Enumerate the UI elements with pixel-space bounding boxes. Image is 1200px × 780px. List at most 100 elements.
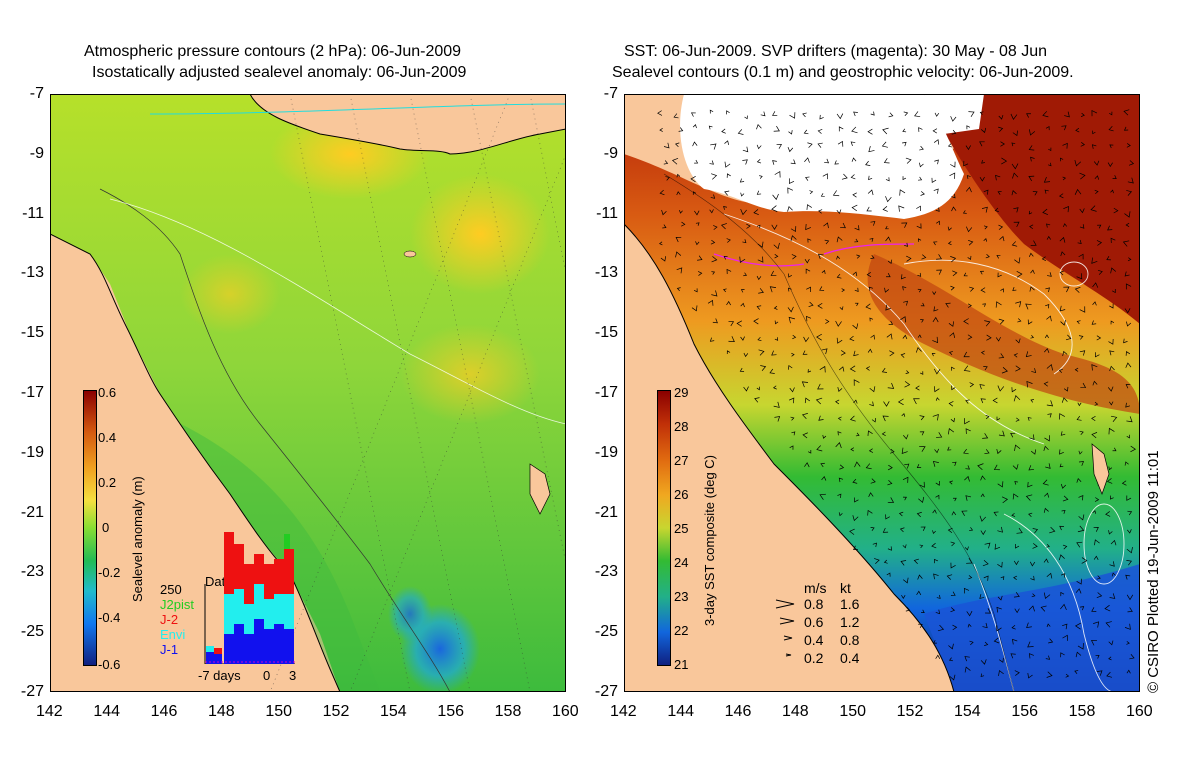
velocity-arrow	[1012, 286, 1017, 291]
velocity-arrow	[902, 141, 907, 147]
velocity-arrow	[1075, 588, 1082, 594]
velocity-arrow	[984, 641, 989, 646]
right-x-tick: 152	[896, 703, 924, 720]
velocity-arrow	[1029, 561, 1036, 567]
velocity-arrow	[965, 495, 972, 501]
velocity-legend-arrows	[775, 599, 795, 657]
velocity-arrow	[963, 448, 969, 455]
velocity-arrow	[966, 226, 973, 233]
velocity-arrow	[1027, 481, 1033, 488]
velocity-arrow	[726, 350, 731, 355]
velocity-arrow	[789, 397, 795, 404]
velocity-arrow	[1126, 416, 1133, 423]
left-y-tick: -7	[29, 85, 44, 102]
velocity-arrow	[881, 367, 888, 373]
velocity-arrow	[949, 480, 953, 485]
velocity-arrow	[804, 462, 810, 468]
velocity-arrow	[819, 286, 825, 291]
legend-j1: J-1	[160, 642, 179, 657]
velocity-arrow	[1010, 113, 1018, 120]
velocity-arrow	[1076, 541, 1083, 548]
velocity-arrow	[866, 272, 872, 277]
velocity-arrow	[1045, 303, 1050, 309]
velocity-arrow	[902, 334, 908, 340]
velocity-arrow	[887, 480, 893, 486]
right-y-tick: -17	[594, 384, 618, 401]
velocity-arrow	[920, 319, 924, 323]
velocity-arrow	[936, 220, 941, 225]
velocity-arrow	[676, 173, 681, 178]
velocity-arrow	[850, 174, 856, 180]
velocity-arrow	[1046, 223, 1051, 228]
velocity-arrow	[1107, 162, 1113, 168]
velocity-arrow	[772, 160, 777, 165]
velocity-arrow	[992, 397, 998, 404]
velocity-arrow	[1124, 308, 1131, 314]
velocity-arrow	[900, 353, 906, 358]
velocity-arrow	[820, 193, 825, 197]
velocity-arrow	[1108, 640, 1114, 646]
velocity-arrow	[966, 175, 971, 180]
velocity-arrow	[1062, 350, 1068, 357]
velocity-arrow	[950, 591, 956, 596]
velocity-arrow	[1095, 654, 1100, 659]
velocity-arrow	[980, 398, 986, 404]
velocity-arrow	[757, 336, 762, 342]
right-cb-tick-0: 29	[674, 385, 689, 400]
left-x-tick: 142	[36, 703, 63, 720]
velocity-arrow	[1059, 413, 1065, 420]
velocity-arrow	[898, 205, 905, 212]
velocity-arrow	[967, 334, 973, 340]
velocity-arrow	[869, 386, 876, 393]
velocity-arrow	[904, 381, 911, 388]
velocity-arrow	[756, 386, 760, 391]
velocity-arrow	[949, 674, 956, 681]
velocity-arrow	[692, 191, 697, 195]
left-y-tick: -27	[20, 683, 44, 700]
velocity-arrow	[679, 209, 683, 214]
velocity-arrow	[819, 493, 826, 500]
velocity-arrow	[1045, 287, 1050, 293]
velocity-arrow	[709, 160, 714, 165]
velocity-arrow	[1013, 591, 1020, 598]
velocity-arrow	[919, 445, 926, 452]
velocity-arrow	[802, 112, 807, 118]
velocity-arrow	[881, 141, 888, 148]
velocity-arrow	[726, 173, 731, 178]
right-y-tick: -19	[594, 443, 618, 461]
velocity-arrow	[982, 433, 989, 439]
velocity-arrow	[900, 560, 907, 566]
velocity-arrow	[837, 431, 842, 436]
velocity-arrow	[787, 146, 794, 153]
velocity-arrow	[883, 401, 890, 407]
velocity-arrow	[1125, 402, 1131, 408]
velocity-arrow	[932, 336, 939, 344]
velocity-arrows	[657, 109, 1137, 681]
velocity-arrow	[950, 607, 956, 613]
velocity-arrow	[1059, 525, 1064, 531]
velocity-arrow	[1041, 256, 1047, 262]
svp-drifter-track	[713, 253, 805, 267]
velocity-arrow	[1123, 338, 1128, 344]
velocity-arrow	[850, 447, 855, 452]
velocity-arrow	[658, 241, 663, 246]
velocity-arrow	[1015, 338, 1021, 344]
velocity-arrow	[870, 111, 875, 116]
velocity-arrow	[921, 609, 925, 613]
velocity-arrow	[1060, 483, 1067, 489]
velocity-arrow	[885, 177, 890, 182]
velocity-arrow	[1062, 544, 1068, 550]
velocity-arrow	[915, 346, 922, 353]
velocity-arrow	[1091, 144, 1097, 149]
velocity-arrow	[898, 511, 904, 517]
velocity-arrow	[983, 225, 988, 230]
velocity-arrow	[1079, 172, 1086, 180]
velocity-arrow	[1059, 449, 1064, 455]
velocity-arrow	[816, 333, 823, 341]
velocity-arrow	[1108, 656, 1112, 661]
velocity-arrow	[950, 161, 956, 168]
velocity-arrow	[841, 173, 848, 180]
left-x-tick: 158	[494, 703, 522, 720]
velocity-arrow	[791, 352, 795, 357]
velocity-arrow	[1104, 604, 1111, 612]
